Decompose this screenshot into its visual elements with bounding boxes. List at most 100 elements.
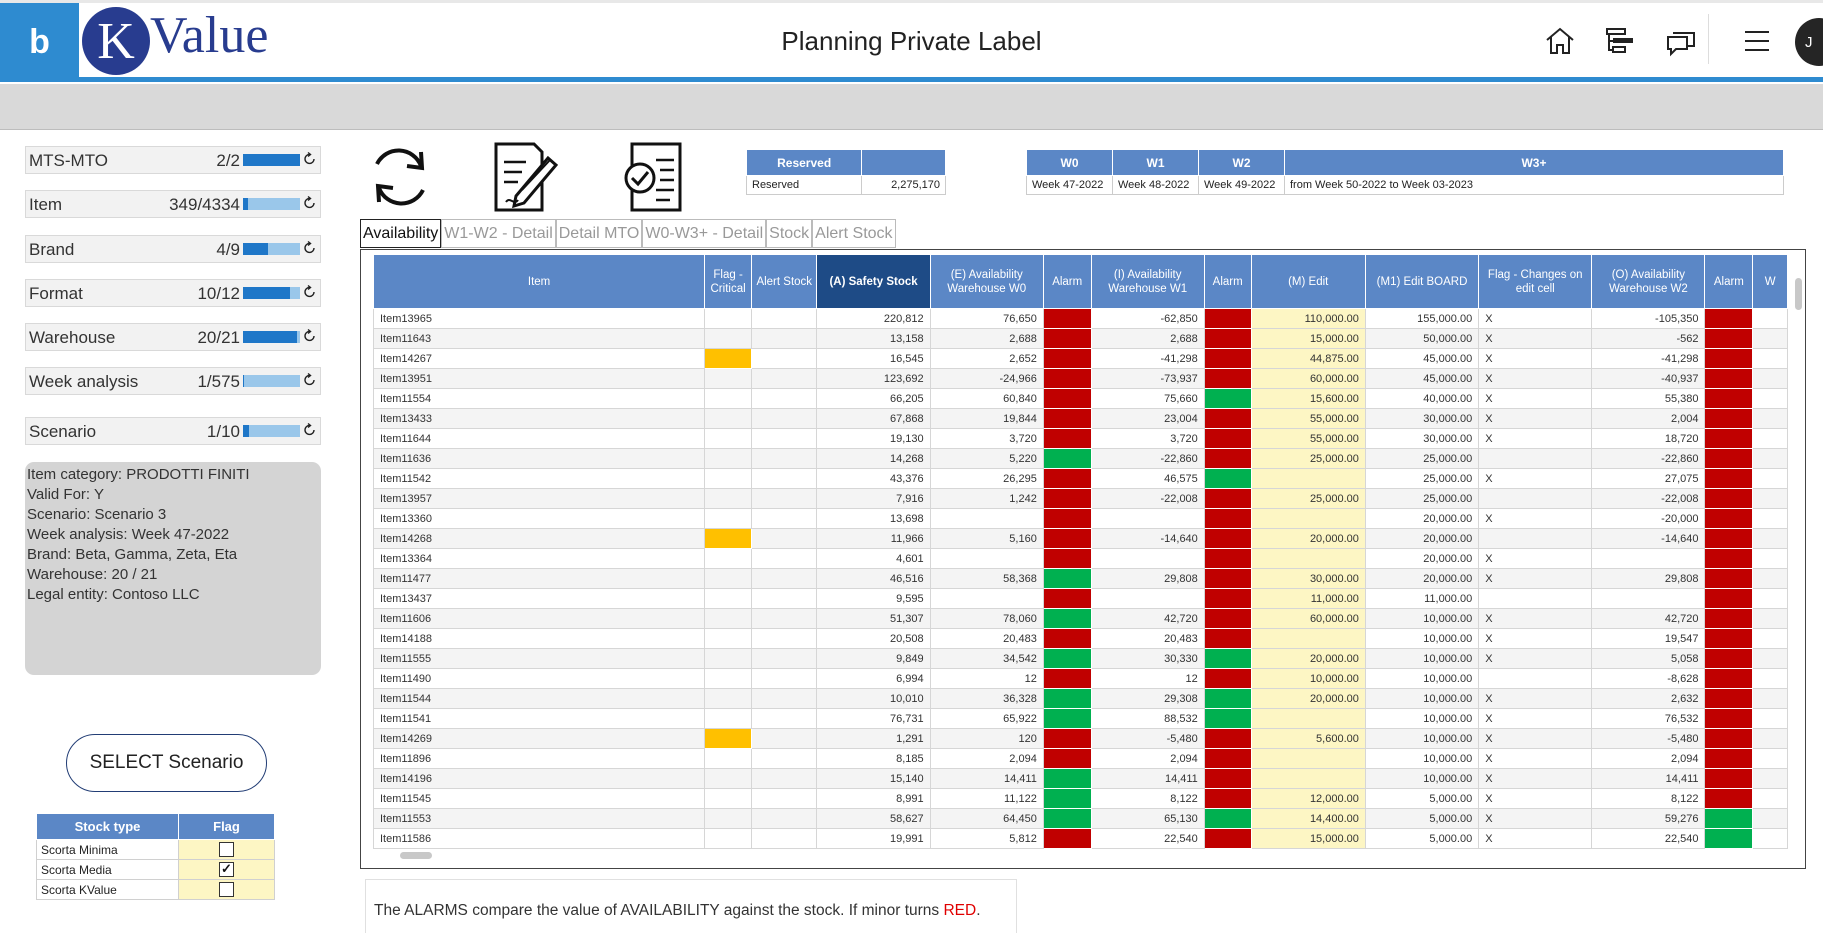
table-row[interactable]: Item11477 46,516 58,368 29,808 30,000.00 20,0… bbox=[373, 568, 1788, 589]
table-row[interactable]: Item11643 13,158 2,688 2,688 15,000.00 50,000… bbox=[373, 328, 1788, 349]
table-row[interactable]: Item13360 13,698 20,000.00 X -20,000 bbox=[373, 508, 1788, 529]
grid-column-header[interactable]: Alarm bbox=[1704, 254, 1754, 309]
table-row[interactable]: Item14196 15,140 14,411 14,411 10,000.00 X 14,… bbox=[373, 768, 1788, 789]
table-row[interactable]: Item11896 8,185 2,094 2,094 10,000.00 X 2,094 bbox=[373, 748, 1788, 769]
tab-w1-w2-detail[interactable]: W1-W2 - Detail bbox=[441, 219, 556, 248]
table-row[interactable]: Item13957 7,916 1,242 -22,008 25,000.00 25,00… bbox=[373, 488, 1788, 509]
edit-cell[interactable]: 10,000.00 bbox=[1250, 668, 1366, 689]
tree-view-icon[interactable] bbox=[1603, 24, 1637, 58]
table-row[interactable]: Item13965 220,812 76,650 -62,850 110,000.00 1… bbox=[373, 308, 1788, 329]
edit-cell[interactable] bbox=[1250, 508, 1366, 529]
brand-tile[interactable]: b bbox=[0, 3, 79, 82]
edit-cell[interactable] bbox=[1250, 748, 1366, 769]
edit-cell[interactable]: 15,600.00 bbox=[1250, 388, 1366, 409]
table-row[interactable]: Item11490 6,994 12 12 10,000.00 10,000.00 -8,6… bbox=[373, 668, 1788, 689]
table-row[interactable]: Item11554 66,205 60,840 75,660 15,600.00 40,0… bbox=[373, 388, 1788, 409]
grid-column-header[interactable]: Flag - Critical bbox=[704, 254, 752, 309]
grid-column-header[interactable]: (M1) Edit BOARD bbox=[1364, 254, 1480, 309]
edit-cell[interactable]: 30,000.00 bbox=[1250, 568, 1366, 589]
menu-icon[interactable] bbox=[1740, 24, 1774, 58]
table-row[interactable]: Item11606 51,307 78,060 42,720 60,000.00 10,0… bbox=[373, 608, 1788, 629]
horizontal-scroll-thumb[interactable] bbox=[400, 852, 432, 859]
table-row[interactable]: Item11636 14,268 5,220 -22,860 25,000.00 25,0… bbox=[373, 448, 1788, 469]
table-row[interactable]: Item13437 9,595 11,000.00 11,000.00 bbox=[373, 588, 1788, 609]
table-row[interactable]: Item14188 20,508 20,483 20,483 10,000.00 X 19,… bbox=[373, 628, 1788, 649]
slicer-mts-mto[interactable]: MTS-MTO 2/2 bbox=[25, 146, 321, 174]
table-row[interactable]: Item13433 67,868 19,844 23,004 55,000.00 30,0… bbox=[373, 408, 1788, 429]
table-row[interactable]: Item11644 19,130 3,720 3,720 55,000.00 30,000… bbox=[373, 428, 1788, 449]
grid-column-header[interactable]: Flag - Changes on edit cell bbox=[1478, 254, 1593, 309]
select-scenario-button[interactable]: SELECT Scenario bbox=[66, 734, 267, 792]
table-row[interactable]: Item11586 19,991 5,812 22,540 15,000.00 5,000… bbox=[373, 828, 1788, 849]
edit-document-icon[interactable] bbox=[492, 140, 564, 214]
grid-column-header[interactable]: W bbox=[1752, 254, 1788, 309]
table-row[interactable]: Item14269 1,291 120 -5,480 5,600.00 10,000.00… bbox=[373, 728, 1788, 749]
table-row[interactable]: Item13951 123,692 -24,966 -73,937 60,000.00 4… bbox=[373, 368, 1788, 389]
vertical-scrollbar[interactable] bbox=[1792, 258, 1804, 854]
edit-cell[interactable]: 14,400.00 bbox=[1250, 808, 1366, 829]
flag-checkbox[interactable] bbox=[219, 842, 234, 858]
edit-cell[interactable]: 15,000.00 bbox=[1250, 328, 1366, 349]
edit-cell[interactable]: 55,000.00 bbox=[1250, 408, 1366, 429]
tab-alert-stock[interactable]: Alert Stock bbox=[812, 219, 896, 248]
horizontal-scrollbar[interactable] bbox=[380, 851, 1780, 861]
slicer-brand[interactable]: Brand 4/9 bbox=[25, 235, 321, 263]
grid-column-header[interactable]: (A) Safety Stock bbox=[816, 254, 931, 309]
table-row[interactable]: Item11542 43,376 26,295 46,575 25,000.00 X 27,… bbox=[373, 468, 1788, 489]
edit-cell[interactable]: 60,000.00 bbox=[1250, 608, 1366, 629]
grid-column-header[interactable]: (E) Availability Warehouse W0 bbox=[929, 254, 1044, 309]
edit-cell[interactable] bbox=[1250, 768, 1366, 789]
table-row[interactable]: Item14268 11,966 5,160 -14,640 20,000.00 20,0… bbox=[373, 528, 1788, 549]
reset-icon[interactable] bbox=[303, 327, 319, 345]
slicer-item[interactable]: Item 349/4334 bbox=[25, 190, 321, 218]
table-row[interactable]: Item11541 76,731 65,922 88,532 10,000.00 X 76,… bbox=[373, 708, 1788, 729]
edit-cell[interactable]: 5,600.00 bbox=[1250, 728, 1366, 749]
table-row[interactable]: Item11555 9,849 34,542 30,330 20,000.00 10,00… bbox=[373, 648, 1788, 669]
flag-checkbox[interactable] bbox=[219, 882, 234, 898]
reset-icon[interactable] bbox=[303, 150, 319, 168]
slicer-scenario[interactable]: Scenario 1/10 bbox=[25, 417, 321, 445]
grid-column-header[interactable]: Item bbox=[373, 254, 706, 309]
grid-column-header[interactable]: Alarm bbox=[1042, 254, 1092, 309]
table-row[interactable]: Item11545 8,991 11,122 8,122 12,000.00 5,000.… bbox=[373, 788, 1788, 809]
edit-cell[interactable]: 20,000.00 bbox=[1250, 528, 1366, 549]
flag-checkbox[interactable]: ✓ bbox=[219, 862, 234, 878]
reset-icon[interactable] bbox=[303, 239, 319, 257]
edit-cell[interactable]: 60,000.00 bbox=[1250, 368, 1366, 389]
slicer-week-analysis[interactable]: Week analysis 1/575 bbox=[25, 367, 321, 395]
grid-column-header[interactable]: (I) Availability Warehouse W1 bbox=[1090, 254, 1205, 309]
tab-stock[interactable]: Stock bbox=[766, 219, 813, 248]
reset-icon[interactable] bbox=[303, 194, 319, 212]
grid-column-header[interactable]: Alert Stock bbox=[750, 254, 818, 309]
chat-icon[interactable] bbox=[1664, 24, 1698, 58]
edit-cell[interactable]: 20,000.00 bbox=[1250, 648, 1366, 669]
vertical-scroll-thumb[interactable] bbox=[1795, 278, 1802, 310]
reset-icon[interactable] bbox=[303, 371, 319, 389]
edit-cell[interactable]: 25,000.00 bbox=[1250, 448, 1366, 469]
table-row[interactable]: Item11553 58,627 64,450 65,130 14,400.00 5,00… bbox=[373, 808, 1788, 829]
home-icon[interactable] bbox=[1543, 24, 1577, 58]
edit-cell[interactable]: 15,000.00 bbox=[1250, 828, 1366, 849]
grid-column-header[interactable]: (O) Availability Warehouse W2 bbox=[1591, 254, 1706, 309]
table-row[interactable]: Item11544 10,010 36,328 29,308 20,000.00 10,0… bbox=[373, 688, 1788, 709]
edit-cell[interactable]: 12,000.00 bbox=[1250, 788, 1366, 809]
refresh-icon[interactable] bbox=[365, 140, 437, 214]
approve-document-icon[interactable] bbox=[620, 140, 692, 214]
edit-cell[interactable] bbox=[1250, 468, 1366, 489]
slicer-warehouse[interactable]: Warehouse 20/21 bbox=[25, 323, 321, 351]
edit-cell[interactable]: 110,000.00 bbox=[1250, 308, 1366, 329]
edit-cell[interactable]: 20,000.00 bbox=[1250, 688, 1366, 709]
grid-column-header[interactable]: (M) Edit bbox=[1250, 254, 1366, 309]
tab-w0-w3-detail[interactable]: W0-W3+ - Detail bbox=[642, 219, 767, 248]
edit-cell[interactable] bbox=[1250, 628, 1366, 649]
edit-cell[interactable]: 55,000.00 bbox=[1250, 428, 1366, 449]
reset-icon[interactable] bbox=[303, 421, 319, 439]
reset-icon[interactable] bbox=[303, 283, 319, 301]
edit-cell[interactable] bbox=[1250, 548, 1366, 569]
tab-availability[interactable]: Availability bbox=[360, 219, 442, 248]
edit-cell[interactable]: 11,000.00 bbox=[1250, 588, 1366, 609]
edit-cell[interactable]: 25,000.00 bbox=[1250, 488, 1366, 509]
table-row[interactable]: Item14267 16,545 2,652 -41,298 44,875.00 45,0… bbox=[373, 348, 1788, 369]
grid-column-header[interactable]: Alarm bbox=[1203, 254, 1252, 309]
table-row[interactable]: Item13364 4,601 20,000.00 X bbox=[373, 548, 1788, 569]
